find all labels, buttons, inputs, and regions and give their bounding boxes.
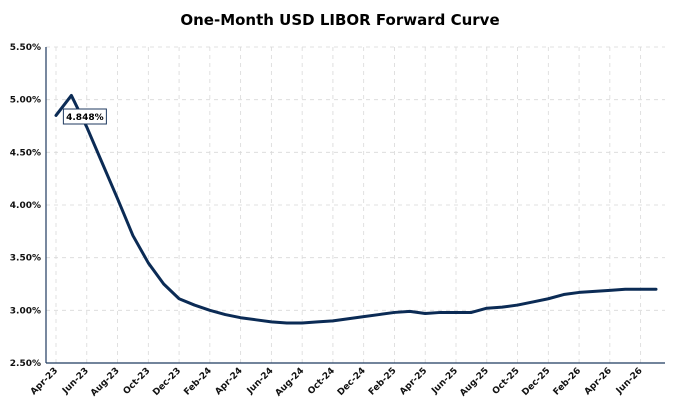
x-tick-label: Oct-24: [306, 366, 337, 397]
data-label-box: [62, 108, 107, 125]
y-tick-label: 4.00%: [10, 201, 41, 211]
x-tick-label: Feb-26: [552, 366, 584, 398]
x-tick-label: Feb-24: [182, 366, 214, 398]
y-tick-label: 3.00%: [10, 306, 41, 316]
x-tick-label: Dec-24: [336, 366, 368, 398]
x-tick-label: Apr-24: [214, 366, 245, 397]
x-tick-label: Dec-25: [520, 366, 552, 398]
data-label: 4.848%: [66, 113, 104, 123]
chart-title: One-Month USD LIBOR Forward Curve: [180, 11, 499, 29]
x-tick-label: Aug-25: [458, 366, 491, 399]
x-tick-label: Apr-23: [29, 366, 60, 397]
x-tick-label: Jun-26: [614, 366, 645, 397]
x-tick-label: Apr-26: [583, 366, 614, 397]
y-tick-label: 4.50%: [10, 148, 41, 158]
x-tick-label: Oct-23: [122, 366, 153, 397]
x-tick-label: Apr-25: [398, 366, 429, 397]
x-tick-label: Oct-25: [491, 366, 522, 397]
x-tick-label: Jun-24: [245, 366, 276, 397]
x-tick-label: Dec-23: [151, 366, 183, 398]
y-tick-label: 5.00%: [10, 96, 41, 106]
x-tick-label: Aug-24: [274, 366, 307, 399]
x-tick-label: Jun-25: [429, 366, 460, 397]
y-tick-label: 2.50%: [10, 359, 41, 369]
y-tick-label: 3.50%: [10, 254, 41, 264]
x-tick-label: Jun-23: [60, 366, 91, 397]
x-tick-label: Feb-25: [367, 366, 399, 398]
forward-curve-line: [54, 93, 658, 325]
y-tick-label: 5.50%: [10, 43, 41, 53]
x-tick-label: Aug-23: [89, 366, 122, 399]
